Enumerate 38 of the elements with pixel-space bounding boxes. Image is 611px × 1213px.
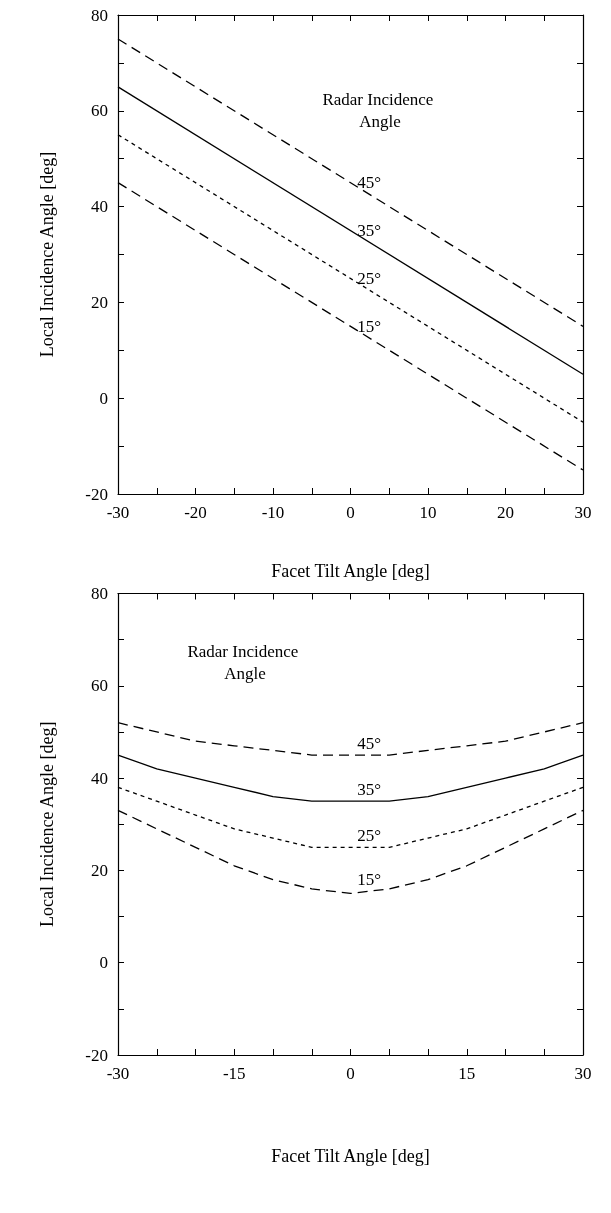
y-tick-label: 60 bbox=[91, 101, 108, 121]
y-tick-label: -20 bbox=[85, 1045, 108, 1065]
y-tick-label: 40 bbox=[91, 768, 108, 788]
x-tick-label: -15 bbox=[222, 1064, 246, 1083]
series-label: 45° bbox=[357, 734, 382, 754]
x-tick-label: 30 bbox=[574, 503, 592, 522]
x-tick-label: -10 bbox=[261, 503, 285, 522]
series-label: 25° bbox=[357, 268, 382, 288]
y-axis-title: Local Incidence Angle [deg] bbox=[37, 151, 57, 358]
series-label: 35° bbox=[357, 221, 382, 241]
y-tick-label: 80 bbox=[91, 5, 108, 25]
x-tick-label: 15 bbox=[458, 1064, 476, 1083]
y-tick-label: 60 bbox=[91, 676, 108, 696]
y-tick-label: 20 bbox=[91, 292, 108, 312]
x-tick-label: -20 bbox=[184, 503, 207, 522]
x-axis-title: Facet Tilt Angle [deg] bbox=[271, 1146, 430, 1166]
y-tick-label: 40 bbox=[91, 197, 108, 217]
y-tick-label: 80 bbox=[91, 584, 108, 603]
annotation: Radar Incidence Angle bbox=[187, 641, 303, 683]
x-tick-label: -30 bbox=[106, 503, 130, 522]
series-label: 25° bbox=[357, 826, 382, 846]
x-tick-label: 10 bbox=[419, 503, 437, 522]
y-tick-label: -20 bbox=[85, 484, 108, 504]
x-axis-title: Facet Tilt Angle [deg] bbox=[271, 561, 430, 581]
series-label: 45° bbox=[357, 173, 382, 193]
x-tick-label: 0 bbox=[346, 1064, 355, 1083]
x-tick-label: -30 bbox=[106, 1064, 130, 1083]
x-tick-label: 20 bbox=[497, 503, 514, 522]
y-tick-label: 20 bbox=[91, 860, 108, 880]
annotation: Radar Incidence Angle bbox=[322, 89, 438, 131]
y-axis-title: Local Incidence Angle [deg] bbox=[37, 721, 57, 927]
x-tick-label: 0 bbox=[346, 503, 355, 522]
series-label: 15° bbox=[357, 316, 382, 336]
y-tick-label: 0 bbox=[99, 953, 108, 973]
y-tick-label: 0 bbox=[99, 388, 108, 408]
x-tick-label: 30 bbox=[574, 1064, 592, 1083]
series-label: 15° bbox=[357, 870, 382, 890]
series-label: 35° bbox=[357, 780, 382, 800]
